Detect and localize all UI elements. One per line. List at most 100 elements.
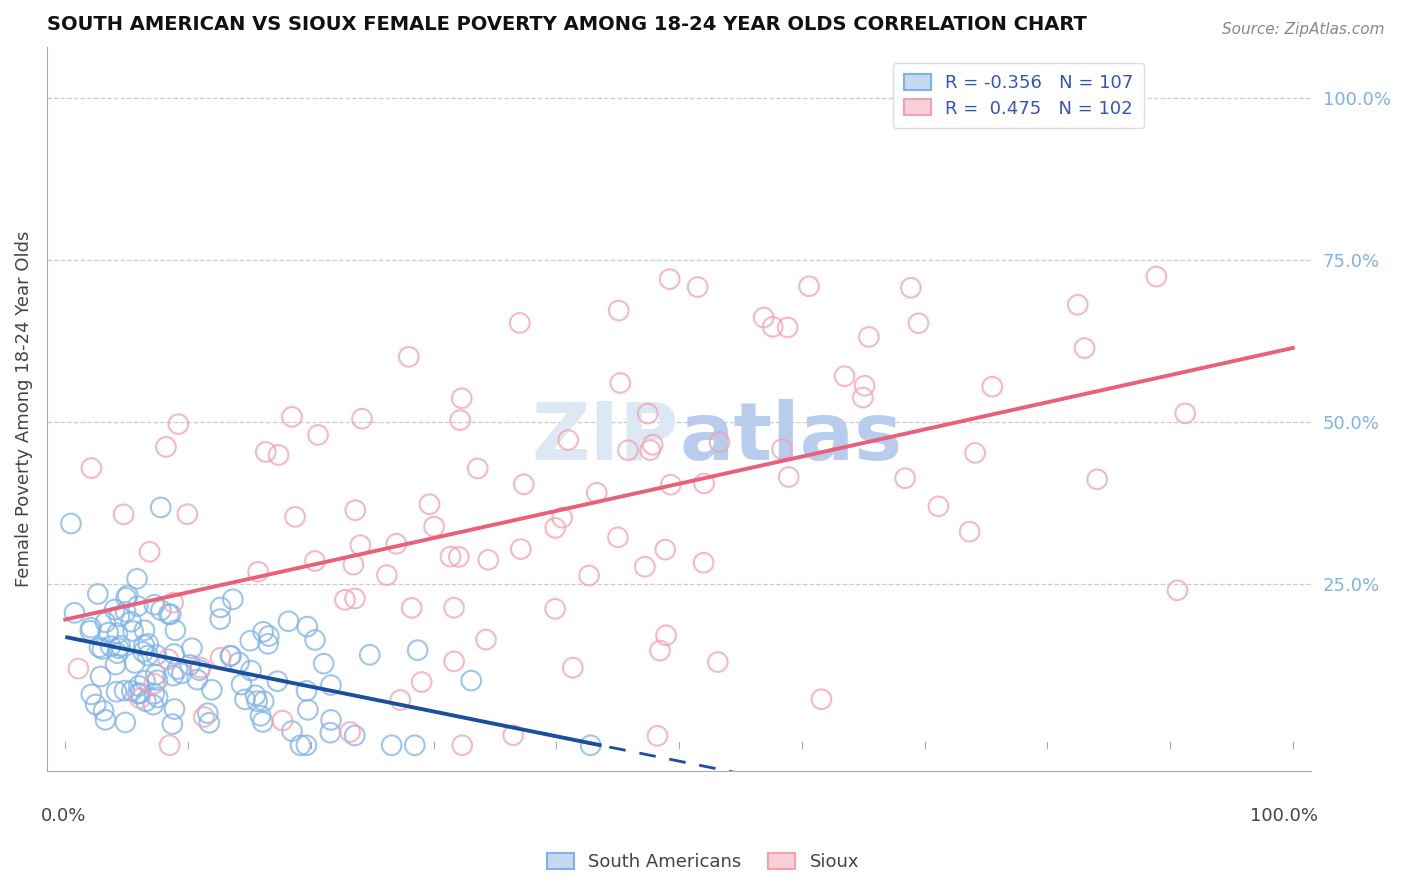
Point <box>94 713 117 727</box>
Point <box>304 632 326 647</box>
Point <box>401 600 423 615</box>
Point <box>129 686 152 700</box>
Point <box>253 694 276 708</box>
Point <box>157 652 180 666</box>
Point <box>159 738 181 752</box>
Point <box>157 607 180 622</box>
Point <box>641 438 664 452</box>
Point <box>477 553 499 567</box>
Point <box>467 461 489 475</box>
Point <box>252 714 274 729</box>
Point <box>752 310 775 325</box>
Point <box>107 641 129 656</box>
Point <box>257 637 280 651</box>
Point <box>162 717 184 731</box>
Point <box>149 603 172 617</box>
Point <box>63 606 86 620</box>
Point <box>136 637 159 651</box>
Point <box>344 503 367 517</box>
Point <box>100 639 122 653</box>
Point <box>319 725 342 739</box>
Text: 100.0%: 100.0% <box>1250 807 1317 825</box>
Point <box>190 660 212 674</box>
Point <box>146 690 169 705</box>
Point <box>219 648 242 663</box>
Point <box>381 738 404 752</box>
Y-axis label: Female Poverty Among 18-24 Year Olds: Female Poverty Among 18-24 Year Olds <box>15 231 32 587</box>
Point <box>1144 269 1167 284</box>
Point <box>797 279 820 293</box>
Point <box>927 500 949 514</box>
Point <box>655 628 678 642</box>
Text: ZIP: ZIP <box>531 399 679 477</box>
Point <box>188 663 211 677</box>
Point <box>385 537 408 551</box>
Point <box>233 692 256 706</box>
Point <box>339 725 361 739</box>
Point <box>201 682 224 697</box>
Point <box>209 600 232 615</box>
Point <box>271 714 294 728</box>
Point <box>853 378 876 392</box>
Point <box>304 554 326 568</box>
Point <box>127 687 149 701</box>
Point <box>89 640 111 655</box>
Point <box>127 599 149 614</box>
Point <box>423 519 446 533</box>
Point <box>143 598 166 612</box>
Point <box>284 509 307 524</box>
Point <box>692 556 714 570</box>
Point <box>439 549 461 564</box>
Point <box>197 706 219 721</box>
Point <box>475 632 498 647</box>
Point <box>607 530 630 544</box>
Point <box>121 684 143 698</box>
Point <box>502 728 524 742</box>
Point <box>146 673 169 688</box>
Point <box>609 376 631 390</box>
Point <box>319 713 342 727</box>
Point <box>114 715 136 730</box>
Point <box>167 417 190 431</box>
Legend: R = -0.356   N = 107, R =  0.475   N = 102: R = -0.356 N = 107, R = 0.475 N = 102 <box>893 63 1144 128</box>
Point <box>312 657 335 671</box>
Point <box>637 407 659 421</box>
Point <box>277 614 299 628</box>
Point <box>84 698 107 712</box>
Point <box>770 442 793 457</box>
Point <box>460 673 482 688</box>
Point <box>810 692 832 706</box>
Point <box>124 656 146 670</box>
Point <box>246 694 269 708</box>
Point <box>107 626 129 640</box>
Point <box>162 668 184 682</box>
Text: SOUTH AMERICAN VS SIOUX FEMALE POVERTY AMONG 18-24 YEAR OLDS CORRELATION CHART: SOUTH AMERICAN VS SIOUX FEMALE POVERTY A… <box>46 15 1087 34</box>
Point <box>281 409 304 424</box>
Point <box>551 510 574 524</box>
Point <box>359 648 381 662</box>
Point <box>349 538 371 552</box>
Point <box>544 521 567 535</box>
Point <box>1067 298 1090 312</box>
Point <box>281 724 304 739</box>
Point <box>193 710 215 724</box>
Point <box>155 440 177 454</box>
Point <box>170 666 193 681</box>
Point <box>418 497 440 511</box>
Point <box>290 738 312 752</box>
Point <box>450 391 472 405</box>
Point <box>638 443 661 458</box>
Point <box>333 592 356 607</box>
Point <box>90 669 112 683</box>
Point <box>222 592 245 607</box>
Point <box>247 565 270 579</box>
Point <box>647 729 669 743</box>
Point <box>115 591 138 605</box>
Point <box>59 516 82 531</box>
Point <box>105 684 128 698</box>
Text: Source: ZipAtlas.com: Source: ZipAtlas.com <box>1222 22 1385 37</box>
Point <box>163 702 186 716</box>
Point <box>245 688 267 702</box>
Point <box>557 433 579 447</box>
Point <box>181 641 204 656</box>
